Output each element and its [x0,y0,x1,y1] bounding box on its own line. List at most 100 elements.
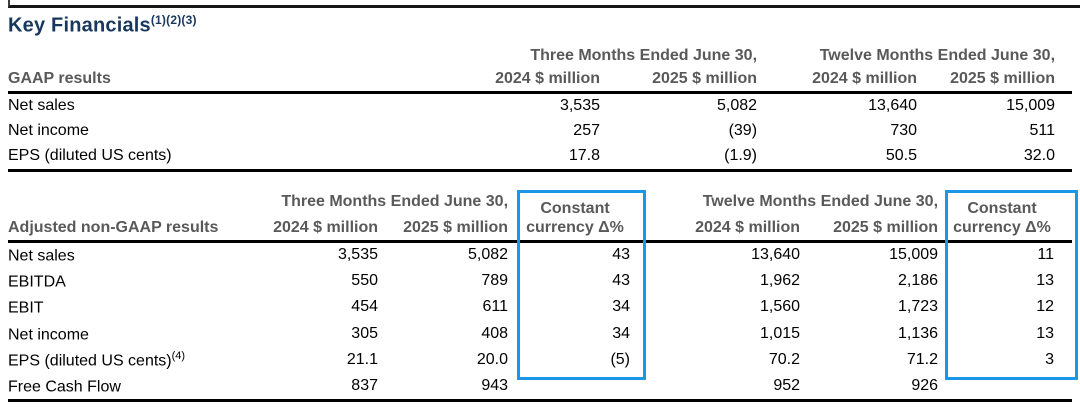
non-gaap-column-header-row: Adjusted non-GAAP results 2024 $ million… [8,214,1072,243]
non-gaap-col-header: 2024 $ million [258,214,378,243]
cell-value: (39) [728,122,758,139]
section-title: Key Financials(1)(2)(3) [8,13,197,38]
cell-value: 3,535 [337,246,378,263]
cell-value: 5,082 [467,246,509,263]
gaap-group-header-three-months: Three Months Ended June 30, [530,47,758,64]
non-gaap-group-header-three-months: Three Months Ended June 30, [281,193,509,210]
non-gaap-col-header: 2024 $ million [648,214,801,243]
non-gaap-group-header-row: Three Months Ended June 30, Constant cur… [8,186,1073,243]
cell-value: 611 [482,298,509,316]
cell-value: 952 [773,377,801,394]
cell-value: 70.2 [768,351,801,369]
gaap-group-header-row: Three Months Ended June 30, Twelve Month… [8,44,1072,68]
non-gaap-group-header-twelve-months: Twelve Months Ended June 30, [702,193,939,210]
cell-value-constant-currency: 11 [1037,246,1055,263]
cell-value: 15,009 [1006,96,1056,114]
gaap-section-label: GAAP results [8,68,440,94]
cell-value-constant-currency: (5) [610,351,631,369]
cell-value: 21.1 [346,351,378,369]
table-row: EBIT 454 611 34 1,560 1,723 12 [8,294,1072,321]
row-footnote-marker: (4) [171,350,186,363]
table-row: Free Cash Flow 837 943 952 926 [8,374,1072,401]
table-row: Net income 305 408 34 1,015 1,136 13 [8,321,1072,348]
table-row: Net income 257 (39) 730 511 [8,118,1072,144]
non-gaap-col-header: 2025 $ million [800,214,939,243]
cell-value: 408 [481,324,509,342]
cropped-box-bottom-edge [8,0,1080,8]
cell-value: 50.5 [885,147,918,165]
cell-value: 32.0 [1023,147,1056,165]
cell-value: 926 [911,377,939,394]
gaap-col-header: 2025 $ million [600,68,758,94]
row-label: Free Cash Flow [8,378,121,396]
cell-value-constant-currency: 34 [612,298,631,316]
cell-value: 454 [351,298,378,316]
cell-value: 257 [573,122,600,139]
gaap-col-header: 2025 $ million [917,68,1073,94]
cell-value: 2,186 [897,271,939,289]
gaap-column-header-row: GAAP results 2024 $ million 2025 $ milli… [8,68,1073,94]
cell-value-constant-currency: 3 [1045,351,1055,369]
cell-value: 550 [351,271,378,289]
gaap-col-header: 2024 $ million [440,68,600,94]
cell-value-constant-currency [938,374,1072,401]
constant-currency-header-y: Constant currency Δ% [938,186,1073,243]
constant-currency-line2: currency Δ% [953,218,1051,236]
cell-value: 13,640 [751,246,801,263]
row-label: Net sales [8,247,75,265]
row-label: EBIT [8,299,44,317]
table-row: Net sales 3,535 5,082 13,640 15,009 [8,92,1072,118]
cell-value: 1,560 [759,298,801,316]
cell-value: 1,723 [897,298,939,316]
cell-value: 305 [351,324,378,342]
non-gaap-col-header: 2025 $ million [378,214,509,243]
row-label: Net sales [8,96,75,114]
table-row: EBITDA 550 789 43 1,962 2,186 13 [8,268,1072,295]
cell-value: 730 [890,122,918,139]
cell-value-constant-currency: 43 [612,271,631,289]
table-row: EPS (diluted US cents) 17.8 (1.9) 50.5 3… [8,144,1072,170]
cell-value: 1,136 [897,324,939,342]
constant-currency-line1: Constant [540,199,610,217]
cell-value: 1,015 [759,324,801,342]
gaap-results-table: Three Months Ended June 30, Twelve Month… [8,44,1073,172]
cell-value: 511 [1029,122,1056,139]
title-footnote-markers: (1)(2)(3) [150,13,197,27]
cell-value: 17.8 [568,147,600,165]
table-row: EPS (diluted US cents)(4) 21.1 20.0 (5) … [8,347,1072,374]
constant-currency-header-q: Constant currency Δ% [508,186,649,243]
cell-value: (1.9) [724,147,758,165]
row-label: EBITDA [8,272,66,290]
cell-value: 15,009 [889,246,939,263]
cell-value: 837 [351,377,378,394]
cell-value-constant-currency: 13 [1036,271,1055,289]
non-gaap-section-label: Adjusted non-GAAP results [8,214,258,243]
cell-value: 5,082 [716,96,758,114]
cell-value: 1,962 [759,271,801,289]
cell-value: 71.2 [906,351,939,369]
cell-value: 789 [481,271,509,289]
cell-value-constant-currency: 43 [612,246,631,263]
gaap-group-header-twelve-months: Twelve Months Ended June 30, [819,47,1056,64]
cell-value-constant-currency [508,374,648,401]
empty-cell [8,44,440,68]
cell-value: 20.0 [476,351,509,369]
row-label: EPS (diluted US cents)(4) [8,350,186,370]
cell-value: 3,535 [559,96,600,114]
cell-value-constant-currency: 12 [1036,298,1055,316]
empty-cell [8,186,258,214]
row-label: Net income [8,122,89,139]
cell-value-constant-currency: 13 [1036,324,1055,342]
constant-currency-line1: Constant [967,199,1037,217]
cell-value-constant-currency: 34 [612,324,631,342]
cell-value: 943 [481,377,509,394]
table-row: Net sales 3,535 5,082 43 13,640 15,009 1… [8,241,1072,268]
constant-currency-line2: currency Δ% [526,218,624,236]
row-label: EPS (diluted US cents) [8,147,172,165]
section-title-text: Key Financials [8,14,151,37]
adjusted-non-gaap-table: Three Months Ended June 30, Constant cur… [8,186,1073,402]
cell-value: 13,640 [868,96,918,114]
row-label: Net income [8,325,89,343]
gaap-col-header: 2024 $ million [757,68,918,94]
